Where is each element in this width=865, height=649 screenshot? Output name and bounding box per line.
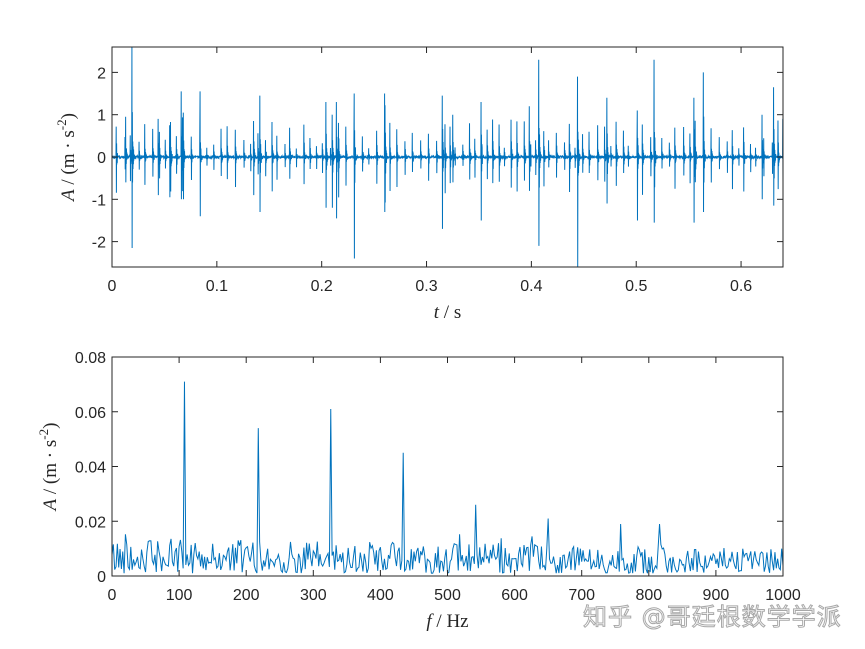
y-tick-label: 1 (97, 108, 106, 125)
y-tick-label: 0.02 (75, 514, 106, 531)
axes-box (111, 356, 784, 577)
x-tick-label: 700 (568, 587, 595, 604)
y-axis-label: A / (m · s-2) (54, 113, 79, 203)
y-tick-label: 0.04 (75, 460, 106, 477)
x-tick-label: 400 (367, 587, 394, 604)
y-tick-label: 0.08 (75, 350, 106, 367)
y-tick-label: 2 (97, 65, 106, 82)
x-tick-label: 600 (501, 587, 528, 604)
x-tick-label: 800 (635, 587, 662, 604)
x-tick-label: 900 (703, 587, 730, 604)
x-axis-label: f / Hz (426, 611, 468, 632)
watermark: 知乎 @哥廷根数学学派 (583, 603, 842, 632)
data-series-line (112, 47, 783, 267)
time-domain-axes: 0 0.1 0.2 0.3 0.4 0.5 0.6 -2 -1 0 1 2 t / s A / (m · … (54, 46, 784, 323)
x-tick-label: 0.5 (625, 278, 647, 295)
x-tick-label: 0.2 (311, 278, 333, 295)
x-tick-label: 100 (166, 587, 193, 604)
spectrum-axes: 0 100 200 300 400 500 600 700 800 900 1000 0 0.02 0.0… (36, 350, 801, 632)
y-axis-label: A / (m · s-2) (36, 423, 61, 513)
x-tick-label: 0.4 (520, 278, 542, 295)
y-tick-label: 0 (97, 569, 106, 586)
y-tick-label: -2 (92, 235, 106, 252)
x-axis-label: t / s (434, 302, 461, 323)
x-tick-label: 300 (300, 587, 327, 604)
x-tick-label: 0.1 (206, 278, 228, 295)
x-tick-label: 0.3 (415, 278, 437, 295)
x-tick-label: 0 (108, 278, 117, 295)
y-tick-label: 0.06 (75, 405, 106, 422)
x-tick-label: 500 (434, 587, 461, 604)
x-tick-label: 0.6 (730, 278, 752, 295)
y-tick-label: -1 (92, 192, 106, 209)
x-tick-label: 200 (233, 587, 260, 604)
x-tick-label: 1000 (765, 587, 801, 604)
data-series-line (112, 381, 783, 575)
y-tick-label: 0 (97, 150, 106, 167)
x-tick-label: 0 (108, 587, 117, 604)
